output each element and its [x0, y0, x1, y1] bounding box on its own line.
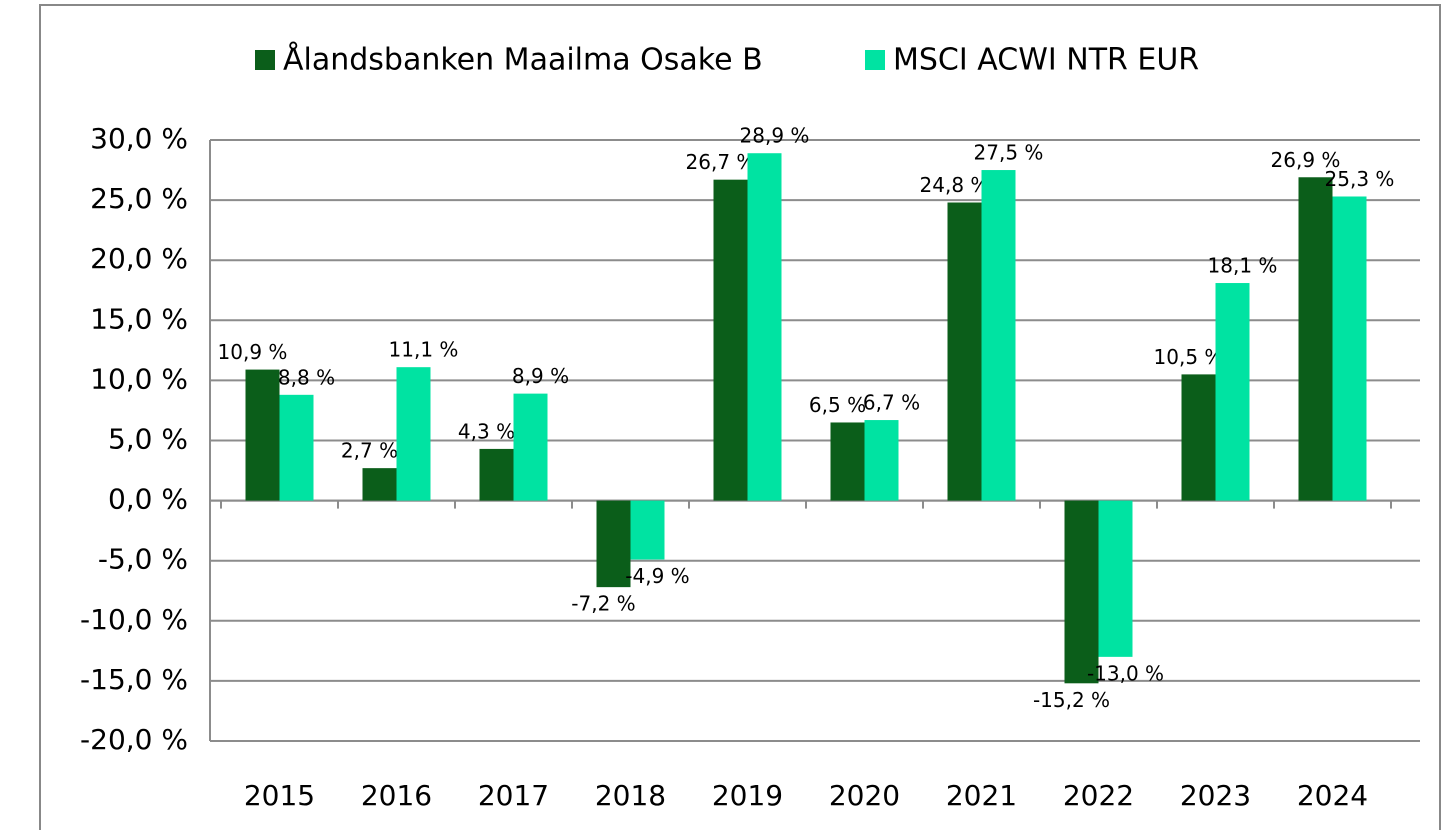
- y-tick-label: 15,0 %: [90, 302, 188, 335]
- bar: [513, 393, 548, 501]
- legend-swatch: [255, 50, 275, 70]
- y-tick-label: 30,0 %: [90, 122, 188, 155]
- data-label: 10,5 %: [1154, 345, 1224, 369]
- legend-swatch: [865, 50, 885, 70]
- data-label: 10,9 %: [218, 340, 288, 364]
- x-tick-label: 2020: [829, 779, 900, 812]
- data-label: 4,3 %: [458, 419, 515, 443]
- bar: [1064, 500, 1099, 684]
- bar: [245, 369, 280, 501]
- data-label: 25,3 %: [1325, 167, 1395, 191]
- data-label: -15,2 %: [1033, 688, 1110, 712]
- bar: [279, 394, 314, 501]
- bar: [1215, 283, 1250, 501]
- bar: [747, 153, 782, 501]
- bar: [1332, 196, 1367, 501]
- bar: [479, 448, 514, 501]
- y-tick-label: -15,0 %: [80, 663, 188, 696]
- data-label: 6,5 %: [809, 393, 866, 417]
- data-label: 27,5 %: [974, 141, 1044, 165]
- chart-frame: [39, 4, 1441, 830]
- bar: [981, 170, 1016, 501]
- y-tick-label: -5,0 %: [98, 543, 188, 576]
- y-tick-label: 25,0 %: [90, 182, 188, 215]
- bar: [947, 202, 982, 501]
- data-label: 24,8 %: [920, 173, 990, 197]
- legend-label: MSCI ACWI NTR EUR: [893, 43, 1199, 78]
- data-label: 8,8 %: [278, 365, 335, 389]
- data-label: 8,9 %: [512, 364, 569, 388]
- legend-label: Ålandsbanken Maailma Osake B: [283, 42, 763, 78]
- x-tick-label: 2023: [1180, 779, 1251, 812]
- data-label: 6,7 %: [863, 391, 920, 415]
- y-tick-label: 5,0 %: [108, 423, 188, 456]
- bar: [864, 420, 899, 501]
- data-label: 26,9 %: [1271, 148, 1341, 172]
- y-tick-label: -20,0 %: [80, 723, 188, 756]
- x-tick-label: 2022: [1063, 779, 1134, 812]
- bar: [1298, 177, 1333, 501]
- data-label: 2,7 %: [341, 439, 398, 463]
- x-tick-label: 2016: [361, 779, 432, 812]
- x-tick-label: 2017: [478, 779, 549, 812]
- bar: [630, 500, 665, 560]
- bar: [1181, 374, 1216, 501]
- x-tick-label: 2019: [712, 779, 783, 812]
- data-label: -13,0 %: [1087, 661, 1164, 685]
- bar: [596, 500, 631, 588]
- x-tick-label: 2021: [946, 779, 1017, 812]
- data-label: -7,2 %: [571, 592, 635, 616]
- data-label: 18,1 %: [1208, 254, 1278, 278]
- x-tick-label: 2018: [595, 779, 666, 812]
- y-tick-label: -10,0 %: [80, 603, 188, 636]
- data-label: 11,1 %: [389, 338, 459, 362]
- x-tick-label: 2015: [244, 779, 315, 812]
- bar: [830, 422, 865, 501]
- bar: [362, 468, 397, 501]
- data-label: -4,9 %: [625, 564, 689, 588]
- x-tick-label: 2024: [1297, 779, 1368, 812]
- bar: [713, 179, 748, 501]
- bar: [1098, 500, 1133, 657]
- y-tick-label: 0,0 %: [108, 483, 188, 516]
- y-tick-label: 20,0 %: [90, 242, 188, 275]
- y-tick-label: 10,0 %: [90, 362, 188, 395]
- bar: [396, 367, 431, 501]
- data-label: 26,7 %: [686, 150, 756, 174]
- data-label: 28,9 %: [740, 124, 810, 148]
